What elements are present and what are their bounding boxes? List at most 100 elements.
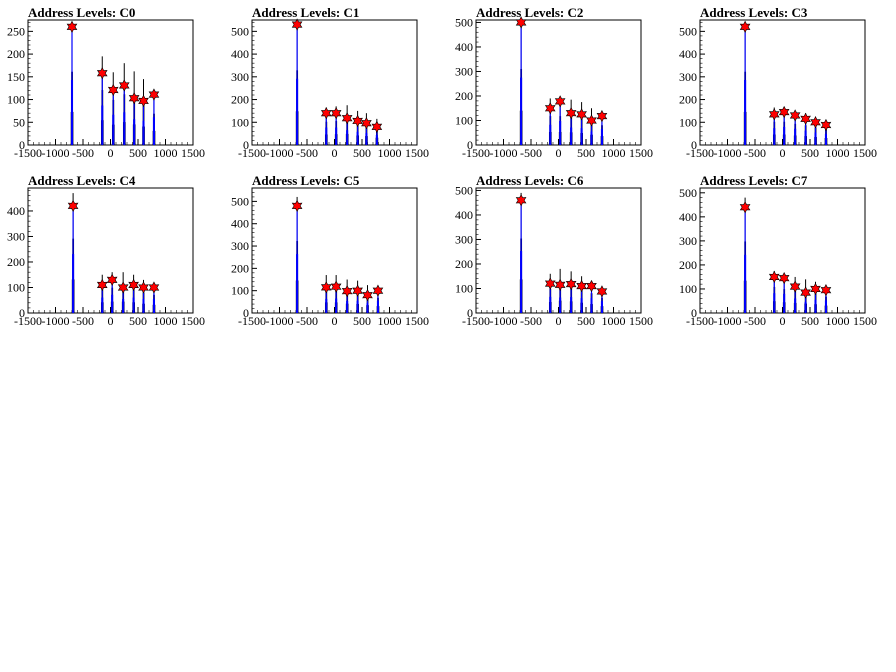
- x-tick-label: -1000: [490, 146, 518, 160]
- y-tick-label: 100: [679, 282, 697, 296]
- x-tick-label: 1500: [405, 146, 429, 160]
- y-tick-label: 500: [231, 24, 249, 38]
- chart-title: Address Levels: C4: [28, 173, 136, 188]
- x-tick-label: 1000: [378, 314, 402, 328]
- y-tick-label: 100: [231, 115, 249, 129]
- y-tick-label: 100: [455, 281, 473, 295]
- y-tick-label: 100: [231, 284, 249, 298]
- peak-marker: [554, 278, 566, 291]
- y-tick-label: 400: [7, 204, 25, 218]
- y-tick-label: 250: [7, 24, 25, 38]
- peak-marker: [362, 288, 373, 302]
- y-tick-label: 400: [455, 208, 473, 222]
- x-tick-label: 500: [353, 146, 371, 160]
- peak-marker: [778, 271, 790, 285]
- peak-marker: [544, 277, 556, 290]
- peak-marker: [739, 20, 751, 33]
- y-tick-label: 200: [455, 257, 473, 271]
- peak-marker: [778, 105, 790, 119]
- y-tick-label: 200: [679, 93, 697, 107]
- x-tick-label: -1500: [462, 314, 490, 328]
- y-tick-label: 500: [455, 183, 473, 197]
- x-tick-label: 0: [108, 314, 114, 328]
- x-tick-label: 500: [129, 146, 147, 160]
- peak-marker: [341, 284, 353, 298]
- x-tick-label: 1000: [602, 146, 626, 160]
- x-tick-label: 0: [332, 314, 338, 328]
- plot-frame: [699, 19, 866, 146]
- y-tick-label: 0: [19, 138, 25, 152]
- chart-panel-4: Address Levels: C4-1500 -1000 -500 0 500 1000…: [7, 173, 205, 328]
- y-tick-label: 0: [691, 138, 697, 152]
- x-tick-label: -1000: [42, 314, 70, 328]
- peak-marker: [789, 109, 801, 122]
- plot-frame: [27, 19, 194, 146]
- y-tick-label: 200: [455, 89, 473, 103]
- y-tick-label: 300: [455, 232, 473, 246]
- peak-marker: [768, 270, 780, 284]
- x-tick-label: 500: [801, 314, 819, 328]
- chart-panel-2: Address Levels: C2-1500 -1000 -500 0 500 1000…: [455, 5, 653, 160]
- y-tick-label: 300: [679, 70, 697, 84]
- peak-marker: [128, 92, 140, 105]
- peak-marker: [515, 194, 527, 207]
- x-tick-label: -1000: [714, 314, 742, 328]
- x-tick-label: 1500: [181, 314, 205, 328]
- y-tick-label: 0: [691, 306, 697, 320]
- x-tick-label: -500: [520, 314, 542, 328]
- plot-frame: [251, 187, 418, 314]
- y-tick-label: 100: [7, 280, 25, 294]
- y-tick-label: 100: [679, 115, 697, 129]
- peak-marker: [586, 114, 597, 127]
- x-tick-label: -500: [72, 146, 94, 160]
- x-tick-label: 1000: [602, 314, 626, 328]
- peak-marker: [800, 112, 811, 126]
- x-tick-label: 500: [801, 146, 819, 160]
- y-tick-label: 0: [243, 138, 249, 152]
- y-tick-label: 100: [455, 113, 473, 127]
- x-tick-label: 500: [577, 314, 595, 328]
- y-tick-label: 500: [679, 24, 697, 38]
- y-tick-label: 400: [455, 40, 473, 54]
- x-tick-label: 1500: [629, 314, 653, 328]
- y-tick-label: 200: [7, 255, 25, 269]
- peak-marker: [515, 16, 527, 29]
- x-tick-label: -1500: [238, 146, 266, 160]
- peak-marker: [371, 120, 383, 133]
- plot-frame: [251, 19, 418, 146]
- x-tick-label: 500: [353, 314, 371, 328]
- y-tick-label: 300: [231, 239, 249, 253]
- chart-panel-5: Address Levels: C5-1500 -1000 -500 0 500 1000…: [231, 173, 429, 328]
- peak-marker: [565, 277, 577, 291]
- x-tick-label: 1000: [378, 146, 402, 160]
- x-tick-label: -1000: [490, 314, 518, 328]
- peak-marker: [67, 199, 79, 213]
- chart-panel-3: Address Levels: C3-1500 -1000 -500 0 500 1000…: [679, 5, 877, 160]
- x-tick-label: 500: [129, 314, 147, 328]
- peak-marker: [117, 281, 129, 294]
- peak-marker: [576, 279, 587, 293]
- peak-marker: [291, 18, 303, 31]
- x-tick-label: -500: [744, 146, 766, 160]
- x-tick-label: 0: [780, 314, 786, 328]
- y-tick-label: 200: [7, 47, 25, 61]
- chart-panel-1: Address Levels: C1-1500 -1000 -500 0 500 1000…: [231, 5, 429, 160]
- x-tick-label: -500: [296, 314, 318, 328]
- y-tick-label: 300: [455, 64, 473, 78]
- peak-marker: [148, 281, 160, 294]
- y-tick-label: 500: [231, 194, 249, 208]
- chart-title: Address Levels: C6: [476, 173, 584, 188]
- peak-marker: [544, 102, 556, 115]
- x-tick-label: 0: [108, 146, 114, 160]
- x-tick-label: -1500: [686, 146, 714, 160]
- y-tick-label: 0: [19, 306, 25, 320]
- peak-marker: [330, 107, 342, 120]
- plot-frame: [475, 19, 642, 146]
- y-tick-label: 400: [231, 47, 249, 61]
- plot-frame: [699, 187, 866, 314]
- peak-marker: [586, 279, 597, 293]
- x-tick-label: 0: [556, 146, 562, 160]
- peak-marker: [565, 106, 577, 120]
- peak-marker: [372, 284, 384, 297]
